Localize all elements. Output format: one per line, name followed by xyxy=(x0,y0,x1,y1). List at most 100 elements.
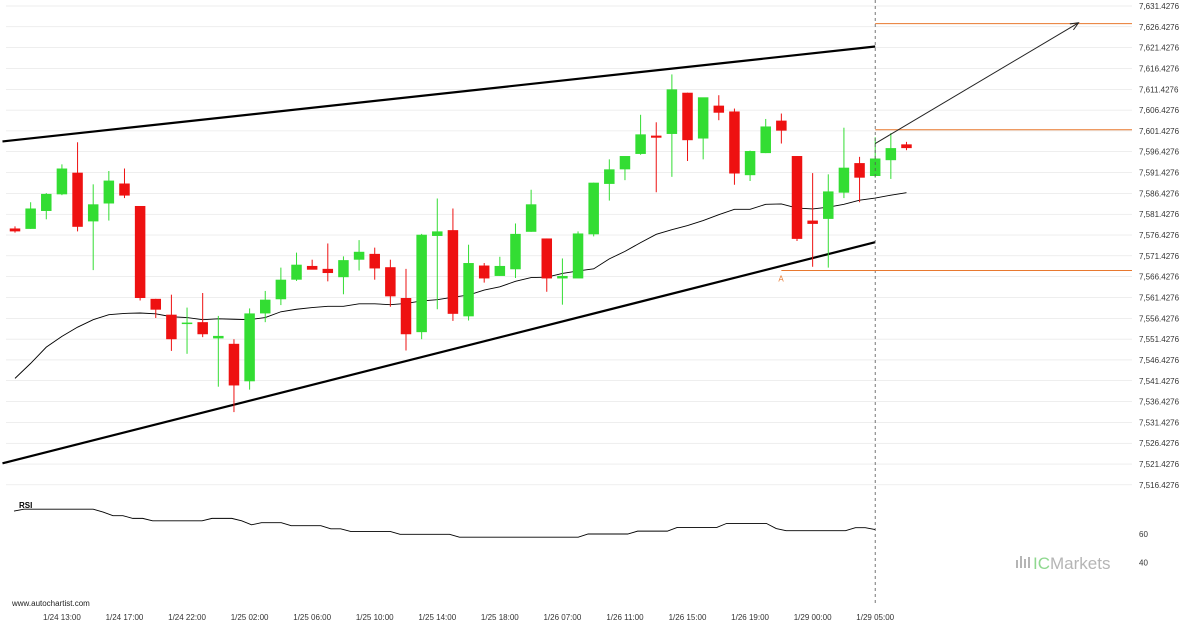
x-tick-label: 1/29 00:00 xyxy=(794,613,832,622)
candle-body xyxy=(854,163,865,178)
candle-body xyxy=(353,251,365,260)
candle xyxy=(103,171,115,221)
rsi-y-tick-label: 60 xyxy=(1139,530,1148,539)
candle xyxy=(478,263,490,283)
candle-body xyxy=(478,265,490,279)
autochartist-watermark: www.autochartist.com xyxy=(11,599,90,608)
candle xyxy=(807,173,818,267)
y-tick-label: 7,526.4276 xyxy=(1139,439,1180,448)
y-tick-label: 7,571.4276 xyxy=(1139,252,1180,261)
candle xyxy=(197,293,208,338)
x-tick-label: 1/25 10:00 xyxy=(356,613,394,622)
y-tick-label: 7,561.4276 xyxy=(1139,293,1180,302)
candle-body xyxy=(557,275,568,279)
candle-body xyxy=(432,231,443,236)
candle xyxy=(901,141,912,151)
candle xyxy=(338,256,349,295)
grid-layer xyxy=(6,5,1132,486)
candle-body xyxy=(119,183,130,196)
candle xyxy=(682,92,693,162)
candle-body xyxy=(650,135,662,138)
candle-body xyxy=(510,233,521,270)
candle-body xyxy=(541,238,553,279)
candle xyxy=(791,156,803,241)
y-tick-label: 7,521.4276 xyxy=(1139,460,1180,469)
candle-body xyxy=(838,167,850,193)
level-layer: A xyxy=(778,0,1132,605)
candle-body xyxy=(9,228,21,232)
candle-body xyxy=(134,205,146,299)
candle xyxy=(259,290,271,323)
x-tick-label: 1/25 18:00 xyxy=(481,613,519,622)
candle-body xyxy=(56,168,68,195)
candle xyxy=(56,164,68,196)
brand-ic: IC xyxy=(1033,554,1050,573)
x-tick-label: 1/26 19:00 xyxy=(731,613,769,622)
x-tick-label: 1/25 02:00 xyxy=(231,613,269,622)
y-tick-label: 7,601.4276 xyxy=(1139,127,1180,136)
x-tick-label: 1/26 11:00 xyxy=(606,613,644,622)
candle-body xyxy=(166,314,177,340)
candle xyxy=(604,159,615,201)
candle xyxy=(41,193,52,220)
candle xyxy=(322,243,334,282)
candle xyxy=(291,252,302,281)
candle xyxy=(87,184,99,271)
candle xyxy=(134,205,146,301)
candle xyxy=(369,247,380,280)
candle-body xyxy=(447,230,459,314)
y-tick-label: 7,546.4276 xyxy=(1139,356,1180,365)
x-tick-label: 1/26 15:00 xyxy=(669,613,707,622)
candle xyxy=(760,118,771,154)
candle-body xyxy=(338,260,349,278)
candle xyxy=(447,208,459,321)
moving-average-layer xyxy=(14,192,907,379)
candle-body xyxy=(25,208,36,229)
logo-bar xyxy=(1024,559,1026,568)
candle-body xyxy=(213,335,224,339)
candle xyxy=(494,256,506,276)
candle-body xyxy=(572,233,584,279)
moving-average-line xyxy=(14,192,907,379)
candle-body xyxy=(87,204,99,222)
candle-body xyxy=(776,120,787,131)
candle-body xyxy=(666,89,678,134)
candle-body xyxy=(291,264,302,280)
candle xyxy=(9,226,21,233)
y-tick-label: 7,551.4276 xyxy=(1139,335,1180,344)
candle-body xyxy=(181,322,193,325)
candle-body xyxy=(588,182,599,235)
candle-body xyxy=(713,105,725,113)
candle xyxy=(713,95,725,121)
y-tick-label: 7,596.4276 xyxy=(1139,148,1180,157)
candle xyxy=(744,150,756,182)
x-axis-labels: 1/24 13:00 1/24 17:00 1/24 22:00 1/25 02:00… xyxy=(43,613,895,622)
candle-body xyxy=(244,313,255,382)
y-tick-label: 7,631.4276 xyxy=(1139,2,1180,11)
candle xyxy=(416,233,427,340)
candle-body xyxy=(150,298,162,310)
candle xyxy=(228,339,240,413)
channel-lower-line xyxy=(2,241,876,465)
y-tick-label: 7,606.4276 xyxy=(1139,106,1180,115)
candle xyxy=(729,108,740,185)
x-tick-label: 1/24 13:00 xyxy=(43,613,81,622)
candle xyxy=(181,307,193,354)
brand-layer: www.autochartist.com ICMarkets xyxy=(11,554,1110,608)
candle-body xyxy=(682,92,693,141)
candle xyxy=(306,259,318,270)
icmarkets-logo-icon xyxy=(1016,556,1030,568)
candle xyxy=(213,315,224,387)
y-tick-label: 7,586.4276 xyxy=(1139,189,1180,198)
candle-body xyxy=(72,172,83,227)
candle xyxy=(244,308,255,390)
candle xyxy=(150,298,162,318)
rsi-line xyxy=(13,508,876,538)
candle-body xyxy=(760,126,771,154)
candle-body xyxy=(385,267,396,297)
candle-body xyxy=(619,156,631,170)
y-axis-labels: 7,631.4276 7,626.4276 7,621.4276 7,616.4276… xyxy=(1139,2,1180,490)
forecast-arrow-line xyxy=(874,22,1079,144)
candle-body xyxy=(322,268,334,274)
